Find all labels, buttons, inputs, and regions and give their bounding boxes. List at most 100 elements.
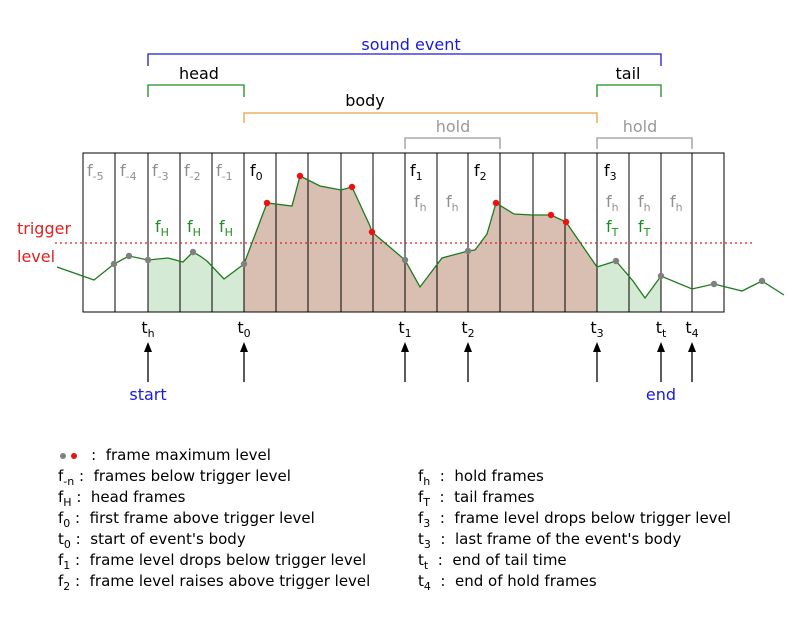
- tail-label: tail: [616, 64, 641, 83]
- arrow-up-icon: [688, 342, 696, 352]
- legend-symbol-sub: t: [423, 559, 429, 572]
- arrow-up-icon: [464, 342, 472, 352]
- legend-symbol-sub: 3: [423, 538, 431, 551]
- legend-symbol-sub: 3: [423, 517, 431, 530]
- frame-max-dot: [492, 199, 500, 207]
- hold-label-1: hold: [436, 117, 471, 136]
- legend-symbol: f: [418, 488, 424, 506]
- legend-item: t4 : end of hold frames: [418, 572, 597, 593]
- legend-symbol: f: [58, 509, 64, 527]
- legend-symbol-sub: T: [423, 496, 431, 509]
- frame-label: f1: [410, 161, 423, 183]
- time-labels: th t0 t1 t2 t3 tt t4: [141, 318, 699, 382]
- hold-bracket-1: [404, 137, 501, 149]
- frame-label: f-3: [152, 161, 169, 183]
- legend-symbol-sub: -n: [63, 475, 75, 488]
- frame-max-dot: [758, 277, 766, 285]
- legend-symbol-sub: H: [63, 496, 72, 509]
- legend-symbol: f: [58, 488, 64, 506]
- red-dot-icon: [70, 452, 77, 459]
- legend-description: : frames below trigger level: [74, 467, 291, 485]
- arrow-up-icon: [144, 342, 152, 352]
- frame-max-dot: [189, 248, 197, 256]
- legend-dots-text: : frame maximum level: [81, 446, 271, 464]
- hold-label-2: hold: [623, 117, 658, 136]
- frame-max-dot: [657, 272, 665, 280]
- legend-item: tt : end of tail time: [418, 551, 567, 572]
- legend-symbol: t: [58, 530, 64, 548]
- legend-description: : hold frames: [430, 467, 544, 485]
- frame-label: fh: [446, 192, 459, 214]
- body-area: [244, 176, 597, 312]
- frame-max-dot: [401, 256, 409, 264]
- legend-item: t0 : start of event's body: [58, 530, 246, 551]
- head-bracket: [147, 84, 245, 97]
- hold-bracket-2: [596, 137, 693, 149]
- legend-item: fh : hold frames: [418, 467, 544, 488]
- legend-symbol: f: [58, 572, 64, 590]
- frame-label: f3: [604, 161, 617, 183]
- time-label: th: [141, 318, 154, 340]
- arrow-up-icon: [401, 342, 409, 352]
- legend-symbol-sub: 2: [63, 580, 71, 593]
- frame-max-dot: [144, 256, 152, 264]
- legend-description: : end of hold frames: [430, 572, 597, 590]
- legend-description: : last frame of the event's body: [430, 530, 682, 548]
- end-label: end: [646, 385, 676, 404]
- time-label: t2: [461, 318, 474, 340]
- frame-label: f-2: [184, 161, 201, 183]
- legend-description: : tail frames: [430, 488, 535, 506]
- frame-label: fh: [414, 192, 427, 214]
- level-label: level: [17, 247, 55, 266]
- legend-description: : frame level drops below trigger level: [70, 551, 367, 569]
- frame-label: fh: [638, 192, 651, 214]
- legend-symbol-sub: h: [423, 475, 431, 488]
- legend-description: : end of tail time: [428, 551, 567, 569]
- time-label: t0: [237, 318, 250, 340]
- frame-label: fh: [606, 192, 619, 214]
- grid-border: [82, 152, 725, 313]
- body-bracket: [243, 112, 598, 123]
- legend-item: f-n : frames below trigger level: [58, 467, 291, 488]
- frame-label: f-5: [87, 161, 104, 183]
- head-label: head: [179, 64, 219, 83]
- sound-event-bracket: [147, 53, 662, 66]
- time-label: t1: [398, 318, 411, 340]
- frame-max-dot: [263, 199, 271, 207]
- frame-max-dot: [296, 172, 304, 180]
- legend-description: : frame level raises above trigger level: [70, 572, 371, 590]
- trigger-label: trigger: [17, 219, 71, 238]
- legend-description: : first frame above trigger level: [70, 509, 315, 527]
- frame-max-dot: [710, 280, 718, 288]
- frame-max-dot: [368, 228, 376, 236]
- legend-item: f0 : first frame above trigger level: [58, 509, 315, 530]
- legend-symbol-sub: 0: [63, 517, 71, 530]
- gray-dot-icon: [60, 452, 66, 459]
- legend-item: fH : head frames: [58, 488, 185, 509]
- frame-max-dot: [547, 211, 555, 219]
- legend-symbol: f: [58, 551, 64, 569]
- legend-item: f1 : frame level drops below trigger lev…: [58, 551, 367, 572]
- frame-label: f-4: [120, 161, 137, 183]
- brackets: sound event head tail body hold hold: [147, 35, 693, 149]
- frame-max-dot: [125, 252, 133, 260]
- legend-description: : frame level drops below trigger level: [430, 509, 731, 527]
- frame-max-dot: [562, 218, 570, 226]
- tail-bracket: [596, 84, 662, 97]
- frame-label: f-1: [216, 161, 233, 183]
- legend-symbol: f: [58, 467, 64, 485]
- frame-label: fH: [155, 217, 169, 239]
- frame-label: f2: [474, 161, 487, 183]
- start-label: start: [129, 385, 166, 404]
- legend-dots-row: : frame maximum level: [60, 446, 271, 464]
- legend-item: t3 : last frame of the event's body: [418, 530, 682, 551]
- arrow-up-icon: [657, 342, 665, 352]
- frame-label: fT: [606, 217, 619, 239]
- frame-max-dot: [348, 183, 356, 191]
- frame-max-dot: [110, 260, 118, 268]
- arrow-up-icon: [593, 342, 601, 352]
- legend-symbol-sub: 4: [423, 580, 431, 593]
- legend-item: f3 : frame level drops below trigger lev…: [418, 509, 731, 530]
